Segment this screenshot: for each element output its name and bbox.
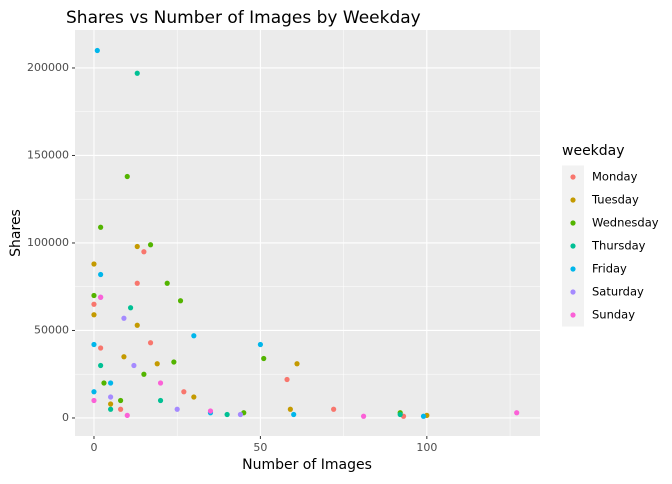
point	[177, 298, 184, 304]
point	[121, 354, 127, 360]
legend-marker	[570, 174, 576, 180]
point	[141, 371, 147, 377]
legend-label: Tuesday	[591, 193, 639, 207]
legend-marker	[570, 266, 576, 272]
point	[91, 397, 97, 404]
point	[91, 261, 97, 267]
legend-label: Monday	[592, 170, 638, 184]
point	[257, 341, 264, 348]
point	[237, 411, 244, 418]
point	[124, 173, 130, 180]
point	[108, 394, 114, 400]
point	[171, 359, 177, 365]
y-tick-label: 0	[62, 411, 69, 424]
legend-marker	[570, 289, 576, 295]
point	[98, 294, 104, 300]
point	[397, 411, 403, 418]
legend-marker	[570, 312, 576, 318]
point	[91, 292, 97, 299]
legend-title: weekday	[562, 143, 625, 159]
point	[141, 249, 147, 255]
point	[91, 301, 97, 307]
chart-title: Shares vs Number of Images by Weekday	[66, 8, 421, 28]
point	[134, 70, 140, 76]
point	[181, 389, 187, 395]
point	[284, 376, 290, 383]
point	[224, 411, 230, 418]
x-tick-label: 100	[416, 441, 437, 454]
plot-panel	[75, 30, 540, 436]
legend-label: Thursday	[591, 239, 646, 253]
y-tick-label: 100000	[27, 236, 69, 249]
point	[157, 397, 164, 404]
legend-marker	[570, 197, 576, 203]
point	[91, 389, 97, 395]
point	[157, 380, 164, 386]
point	[154, 361, 160, 367]
point	[108, 380, 114, 386]
y-axis-title: Shares	[8, 209, 24, 257]
point	[98, 271, 104, 278]
point	[174, 406, 180, 412]
point	[191, 394, 197, 400]
point	[98, 362, 104, 369]
legend-marker	[570, 243, 576, 249]
y-tick-label: 200000	[27, 61, 69, 74]
point	[127, 305, 134, 311]
point	[118, 397, 124, 404]
legend-label: Wednesday	[592, 216, 659, 230]
point	[420, 413, 427, 419]
point	[91, 341, 97, 348]
point	[118, 406, 124, 412]
point	[134, 243, 140, 250]
point	[91, 312, 97, 318]
point	[287, 406, 293, 412]
point	[98, 345, 104, 351]
point	[294, 361, 300, 367]
point	[207, 408, 214, 414]
point	[108, 406, 114, 412]
point	[98, 224, 104, 230]
x-tick-label: 0	[90, 441, 97, 454]
legend-label: Saturday	[592, 285, 644, 299]
point	[360, 413, 367, 419]
point	[101, 380, 107, 386]
point	[131, 362, 137, 369]
point	[261, 355, 267, 362]
y-tick-label: 50000	[34, 323, 69, 336]
legend-label: Sunday	[592, 308, 635, 322]
point	[147, 340, 154, 346]
point	[514, 410, 520, 416]
point	[108, 401, 114, 407]
x-tick-label: 50	[253, 441, 267, 454]
y-tick-label: 150000	[27, 148, 69, 161]
legend-label: Friday	[592, 262, 627, 276]
point	[121, 315, 127, 321]
point	[331, 406, 337, 412]
legend-marker	[570, 220, 576, 226]
point	[147, 242, 154, 248]
point	[134, 280, 140, 286]
point	[134, 322, 140, 328]
point	[94, 47, 100, 54]
point	[124, 412, 130, 418]
point	[291, 411, 297, 418]
point	[191, 333, 197, 339]
x-axis-title: Number of Images	[242, 457, 372, 473]
point	[164, 280, 170, 286]
